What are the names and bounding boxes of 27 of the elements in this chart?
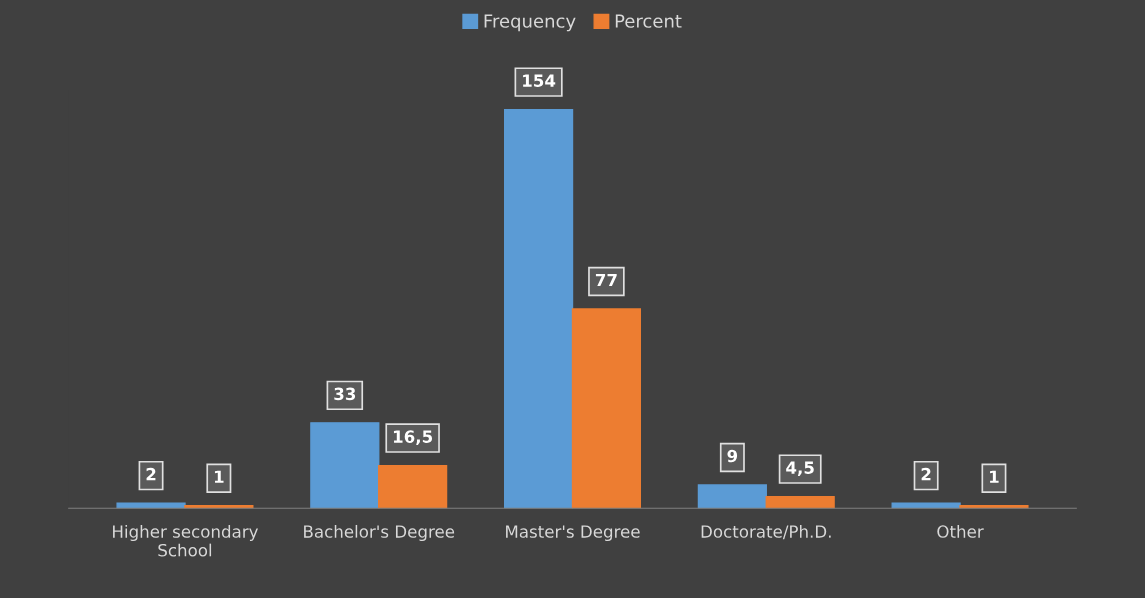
legend-label: Frequency [484, 14, 576, 32]
bar [697, 484, 767, 509]
data-label: 1 [990, 470, 999, 483]
bar [184, 505, 254, 509]
data-label: 77 [595, 273, 617, 287]
data-label: 4,5 [786, 461, 814, 477]
bar [959, 505, 1029, 509]
x-tick-label: Master's Degree [506, 525, 640, 542]
x-tick-label: Other [937, 524, 984, 538]
data-label: 16,5 [393, 430, 433, 446]
bar [116, 502, 186, 509]
bar [503, 108, 574, 509]
data-label: 154 [523, 74, 556, 87]
legend-label: Percent [615, 14, 682, 28]
x-tick-label: Doctorate/Ph.D. [701, 524, 831, 540]
data-label: 2 [146, 467, 156, 481]
data-label: 33 [334, 387, 356, 401]
x-tick-label: Bachelor's Degree [304, 524, 455, 542]
bar [891, 502, 961, 509]
bar [310, 422, 380, 509]
data-label: 9 [727, 449, 738, 463]
data-label: 1 [214, 470, 224, 483]
bar [378, 464, 448, 509]
bar [765, 495, 835, 509]
data-label: 2 [921, 467, 931, 481]
bar [571, 308, 642, 509]
x-tick-label: Higher secondary School [113, 524, 258, 557]
